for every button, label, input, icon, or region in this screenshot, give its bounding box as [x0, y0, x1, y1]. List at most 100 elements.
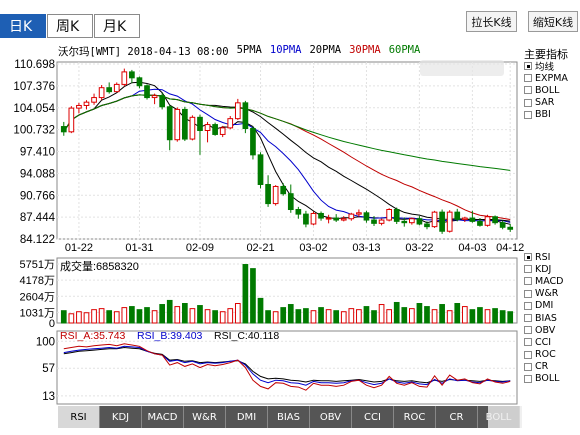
sub-indicator-cci[interactable]: CCI	[524, 336, 563, 348]
volume-bar	[287, 304, 294, 324]
y-tick-label: 104.054	[13, 103, 55, 115]
rsi-b-line	[63, 345, 511, 386]
volume-bar	[113, 311, 120, 324]
candle	[121, 68, 128, 87]
volume-bar	[129, 306, 135, 324]
volume-bar	[204, 309, 211, 324]
checkbox[interactable]	[524, 86, 532, 95]
indicator-label: BOLL	[535, 84, 560, 96]
tab-cci[interactable]: CCI	[352, 406, 394, 428]
volume-y-tick: 0	[49, 318, 55, 330]
indicator-panel: 主要指标 均线 EXPMA BOLL SAR BBI RSI KDJ MACD W&R DMI B…	[524, 46, 580, 384]
checkbox[interactable]	[524, 362, 532, 371]
tab-weekly-k[interactable]: 周K	[47, 14, 93, 38]
volume-bar	[310, 310, 317, 324]
volume-bar	[166, 299, 173, 324]
volume-bar	[219, 311, 226, 324]
tab-w-r[interactable]: W&R	[184, 406, 226, 428]
candle	[182, 106, 188, 142]
rsi-y-tick: 100	[36, 336, 55, 348]
main-indicator-boll[interactable]: BOLL	[524, 84, 580, 96]
candle	[318, 211, 324, 221]
candle	[356, 209, 362, 217]
stretch-kline-button[interactable]: 拉长K线	[466, 11, 517, 32]
sub-indicator-rsi[interactable]: RSI	[524, 251, 563, 263]
indicator-label: BBI	[535, 109, 551, 121]
checkbox[interactable]	[524, 301, 532, 310]
checkbox[interactable]	[524, 289, 532, 298]
sub-indicator-cr[interactable]: CR	[524, 361, 563, 373]
rsi-c-label: RSI_C:40.118	[214, 330, 279, 342]
tab-cr[interactable]: CR	[436, 406, 478, 428]
ma20-line	[63, 94, 511, 222]
checkbox[interactable]	[524, 253, 532, 262]
sub-indicator-obv[interactable]: OBV	[524, 324, 563, 336]
checkbox[interactable]	[524, 110, 532, 119]
indicator-label: ROC	[535, 349, 556, 361]
tab-kdj[interactable]: KDJ	[100, 406, 142, 428]
ma20-legend: 20PMA	[309, 44, 342, 56]
volume-bar	[144, 307, 150, 324]
candle	[166, 104, 173, 151]
watermark	[420, 60, 504, 76]
tab-macd[interactable]: MACD	[142, 406, 184, 428]
checkbox[interactable]	[524, 277, 532, 286]
tab-monthly-k[interactable]: 月K	[94, 14, 140, 38]
y-tick-label: 100.732	[13, 125, 55, 137]
checkbox[interactable]	[524, 314, 532, 323]
candle	[287, 184, 294, 213]
checkbox[interactable]	[524, 98, 532, 107]
indicator-label: W&R	[535, 288, 559, 300]
volume-bar	[371, 310, 377, 324]
candle	[234, 98, 241, 120]
sub-indicator-kdj[interactable]: KDJ	[524, 263, 563, 275]
tab-rsi[interactable]: RSI	[58, 406, 100, 428]
sub-indicator-macd[interactable]: MACD	[524, 275, 563, 287]
checkbox[interactable]	[524, 62, 532, 71]
checkbox[interactable]	[524, 265, 532, 274]
checkbox[interactable]	[524, 350, 532, 359]
volume-bar	[280, 307, 287, 324]
candle	[227, 116, 234, 130]
sub-indicator-bias[interactable]: BIAS	[524, 312, 563, 324]
candle	[272, 185, 279, 206]
shrink-kline-button[interactable]: 缩短K线	[528, 11, 578, 32]
volume-bar	[265, 310, 271, 324]
volume-bar	[363, 306, 370, 324]
ma60-legend: 60PMA	[388, 44, 421, 56]
rsi-b-label: RSI_B:39.403	[137, 330, 203, 342]
sub-indicator-w-r[interactable]: W&R	[524, 288, 563, 300]
volume-bar	[318, 307, 324, 324]
tab-daily-k[interactable]: 日K	[0, 14, 46, 38]
candle	[242, 100, 249, 134]
candle	[189, 115, 196, 141]
sub-indicator-dmi[interactable]: DMI	[524, 300, 563, 312]
tab-dmi[interactable]: DMI	[226, 406, 268, 428]
sub-indicator-roc[interactable]: ROC	[524, 349, 563, 361]
volume-bar	[227, 308, 234, 324]
main-indicator--[interactable]: 均线	[524, 60, 580, 73]
volume-bar	[386, 309, 392, 324]
candle	[136, 76, 143, 89]
candle	[250, 126, 256, 160]
volume-bar	[197, 305, 203, 324]
candle	[257, 152, 264, 189]
tab-bias[interactable]: BIAS	[268, 406, 310, 428]
volume-bar	[151, 310, 158, 324]
tab-roc[interactable]: ROC	[394, 406, 436, 428]
volume-bar	[98, 308, 105, 324]
checkbox[interactable]	[524, 374, 532, 383]
checkbox[interactable]	[524, 338, 532, 347]
candle	[499, 220, 506, 230]
volume-bar	[242, 264, 249, 324]
checkbox[interactable]	[524, 326, 532, 335]
main-indicator-sar[interactable]: SAR	[524, 97, 580, 109]
ma60-line	[63, 94, 511, 171]
candle	[212, 122, 218, 136]
main-indicator-expma[interactable]: EXPMA	[524, 72, 580, 84]
tab-obv[interactable]: OBV	[310, 406, 352, 428]
sub-indicator-boll[interactable]: BOLL	[524, 373, 563, 385]
main-indicator-bbi[interactable]: BBI	[524, 109, 580, 121]
checkbox[interactable]	[524, 74, 532, 83]
